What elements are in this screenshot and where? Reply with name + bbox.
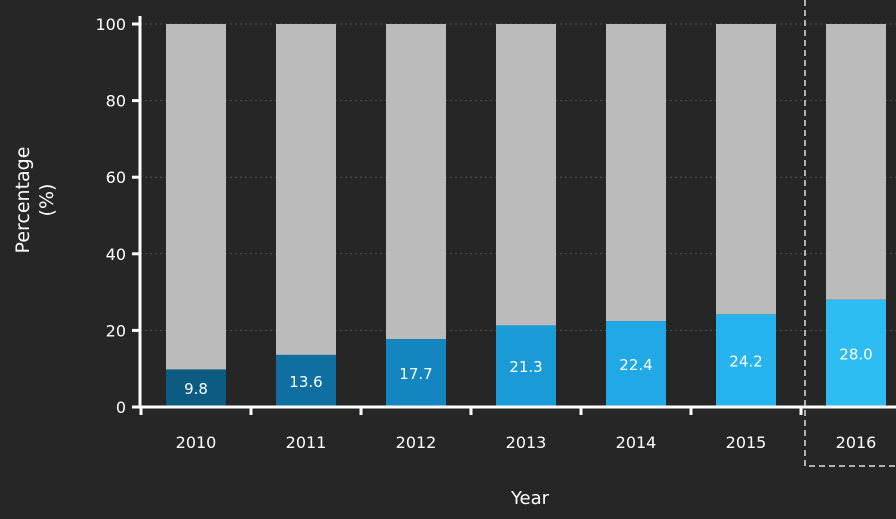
y-axis: 0 20 40 60 80 100	[95, 15, 142, 417]
bar-value	[826, 299, 886, 407]
y-tick-label: 100	[95, 15, 126, 34]
bar-remainder	[716, 24, 776, 315]
highlight-border	[804, 0, 896, 467]
bar-value	[716, 314, 776, 407]
x-axis: 2010 2011 2012 2013 2014 2015 2016	[139, 405, 896, 452]
y-tick-label: 0	[116, 398, 126, 417]
data-label: 28.0	[839, 345, 872, 363]
bar-remainder	[606, 24, 666, 322]
bar-remainder	[386, 24, 446, 340]
data-label: 21.3	[509, 358, 542, 376]
x-tick-label: 2012	[396, 433, 437, 452]
y-axis-title: Percentage (%)	[11, 100, 59, 300]
y-axis-title-line1: Percentage	[12, 146, 34, 254]
x-tick-label: 2011	[286, 433, 327, 452]
data-label: 22.4	[619, 356, 652, 374]
x-tick-label: 2010	[176, 433, 217, 452]
x-tick-label: 2013	[506, 433, 547, 452]
data-label: 17.7	[399, 365, 432, 383]
x-tick-label: 2014	[616, 433, 657, 452]
x-axis-title: Year	[510, 488, 550, 509]
y-axis-title-line2: (%)	[36, 183, 58, 217]
bar-remainder	[166, 24, 226, 370]
x-tick-label: 2016	[836, 433, 877, 452]
bars: 9.8 13.6 17.7 21.3 22.4 24.2 28.0	[166, 24, 886, 407]
bar-value	[496, 325, 556, 407]
y-tick-label: 20	[106, 321, 126, 340]
data-label: 13.6	[289, 373, 322, 391]
highlight-box	[804, 0, 896, 467]
data-label: 24.2	[729, 353, 762, 371]
bar-remainder	[826, 24, 886, 300]
bar-value	[166, 369, 226, 407]
data-label: 9.8	[184, 380, 208, 398]
bar-value	[606, 321, 666, 407]
bar-remainder	[276, 24, 336, 355]
bar-value	[386, 339, 446, 407]
x-tick-label: 2015	[726, 433, 767, 452]
y-tick-label: 80	[106, 92, 126, 111]
y-tick-label: 60	[106, 168, 126, 187]
bar-value	[276, 354, 336, 407]
bar-remainder	[496, 24, 556, 326]
y-tick-label: 40	[106, 245, 126, 264]
